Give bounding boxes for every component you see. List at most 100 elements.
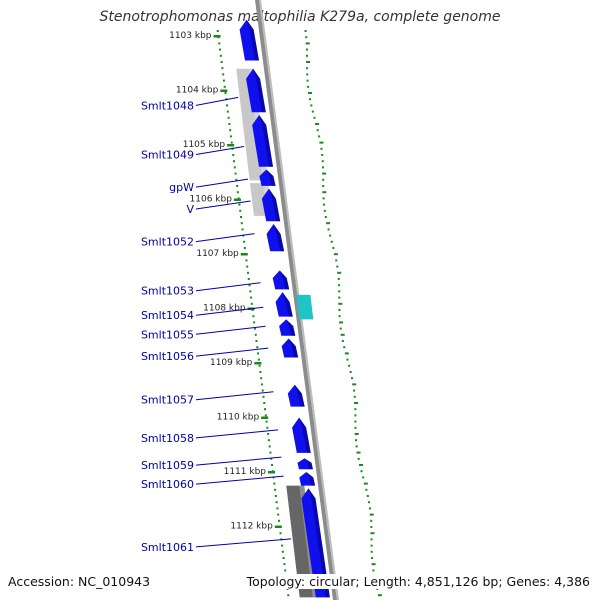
gc-skew-dot <box>321 160 324 163</box>
cds-arrow <box>246 68 266 113</box>
gc-content-dot <box>228 123 231 125</box>
scale-tick-label: 1108 kbp <box>203 304 246 314</box>
gene-label-leader <box>195 306 264 316</box>
gc-content-dot <box>249 290 252 293</box>
gc-content-dot <box>229 135 232 138</box>
gc-skew-dot <box>309 98 312 101</box>
gc-content-dot <box>222 79 225 82</box>
gc-content-dot <box>221 67 224 70</box>
gc-content-dot <box>248 284 251 287</box>
gc-skew-dot <box>329 234 332 237</box>
scale-tick-mark <box>274 525 282 528</box>
gc-content-dot <box>240 216 242 218</box>
scale-tick-mark <box>227 144 235 147</box>
gc-skew-dot <box>377 594 382 597</box>
gene-label: V <box>186 203 194 216</box>
gc-content-dot <box>233 166 236 169</box>
gc-skew-dot <box>319 141 324 144</box>
gc-content-dot <box>219 48 222 51</box>
gc-skew-dot <box>306 54 309 57</box>
gc-skew-dot <box>371 557 374 559</box>
gc-skew-dot <box>338 302 343 305</box>
scale-tick-label: 1103 kbp <box>169 31 212 41</box>
gc-skew-dot <box>339 327 342 330</box>
gc-skew-dot <box>305 48 308 51</box>
gc-content-dot <box>268 445 271 448</box>
gc-skew-dot <box>338 309 341 311</box>
gc-skew-dot <box>332 247 335 249</box>
gc-skew-dot <box>321 154 324 156</box>
gc-skew-dot <box>368 501 371 504</box>
gc-content-dot <box>264 414 267 417</box>
scale-tick-mark <box>240 253 248 256</box>
gene-label: Smlt1058 <box>141 432 194 445</box>
gc-content-dot <box>240 222 243 225</box>
gc-content-dot <box>286 588 289 590</box>
gc-skew-dot <box>370 538 373 541</box>
genome-stats-label: Topology: circular; Length: 4,851,126 bp… <box>243 574 590 589</box>
gc-content-dot <box>269 451 272 454</box>
gene-label: gpW <box>169 181 194 194</box>
gc-skew-dot <box>370 532 375 535</box>
gc-content-dot <box>267 439 270 442</box>
gc-skew-dot <box>354 408 357 411</box>
gc-content-dot <box>253 327 256 330</box>
gc-skew-dot <box>357 457 360 460</box>
gc-content-dot <box>226 110 229 113</box>
gc-skew-dot <box>316 129 319 132</box>
gene-label-leader <box>195 282 261 292</box>
gc-content-dot <box>276 507 279 510</box>
gc-content-dot <box>277 519 280 522</box>
gc-skew-dot <box>355 445 358 448</box>
scale-tick-label: 1105 kbp <box>183 140 226 150</box>
gc-content-dot <box>257 358 260 361</box>
gc-skew-dot <box>370 550 373 553</box>
scale-tick-label: 1107 kbp <box>196 249 239 259</box>
gc-skew-dot <box>370 544 373 547</box>
gc-content-dot <box>239 209 242 212</box>
gene-label-leader <box>195 178 249 188</box>
gc-content-dot <box>257 352 260 355</box>
gene-label-leader <box>195 347 269 357</box>
gc-skew-dot <box>337 271 342 274</box>
gc-skew-dot <box>353 389 356 392</box>
cds-arrow-shade <box>282 292 293 317</box>
gc-skew-dot <box>343 346 346 349</box>
gc-skew-dot <box>323 203 326 206</box>
scale-tick-label: 1104 kbp <box>176 86 219 96</box>
gene-label: Smlt1052 <box>141 236 194 249</box>
gc-content-dot <box>254 333 257 336</box>
gc-skew-dot <box>352 383 357 386</box>
gene-label: Smlt1060 <box>141 478 194 491</box>
gc-content-dot <box>274 488 277 491</box>
gene-label: Smlt1059 <box>141 459 194 472</box>
cds-arrow <box>252 115 274 167</box>
scale-tick-mark <box>261 416 269 419</box>
gene-label: Smlt1057 <box>141 394 194 407</box>
gc-skew-dot <box>370 519 373 522</box>
gc-content-dot <box>234 172 237 175</box>
gene-label: Smlt1061 <box>141 541 194 554</box>
gc-skew-dot <box>338 284 341 287</box>
gc-skew-dot <box>349 371 352 373</box>
gc-content-dot <box>250 302 253 305</box>
gc-content-dot <box>246 265 249 268</box>
gc-skew-dot <box>354 426 357 429</box>
gene-label-leader <box>195 325 266 335</box>
gc-content-dot <box>279 532 282 535</box>
gene-label: Smlt1056 <box>141 350 194 363</box>
gc-content-dot <box>284 569 287 572</box>
gc-skew-dot <box>336 265 339 268</box>
cds-track <box>239 19 330 598</box>
gc-content-dot <box>223 85 226 88</box>
gc-content-dot <box>283 563 286 566</box>
gc-content-dot <box>218 42 221 45</box>
gc-content-dot <box>236 191 239 194</box>
cds-arrow-shade <box>286 319 296 336</box>
gc-skew-dot <box>371 563 376 566</box>
gc-skew-dot <box>353 395 356 398</box>
cds-arrow-shade <box>304 458 313 470</box>
gc-skew-dot <box>307 92 312 94</box>
gc-skew-dot <box>338 315 341 318</box>
